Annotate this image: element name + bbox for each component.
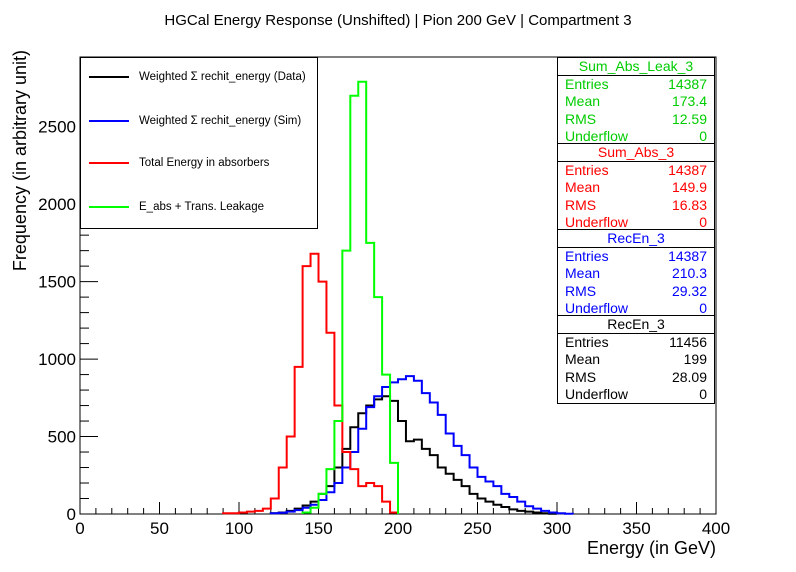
- legend-swatch-leakage: [89, 206, 129, 208]
- legend-entry-data: Weighted Σ rechit_energy (Data): [89, 69, 306, 85]
- series-layer: [222, 80, 574, 515]
- legend-label-leakage: E_abs + Trans. Leakage: [139, 201, 264, 213]
- stats-value: 14387: [668, 248, 707, 264]
- x-tick-label: 100: [225, 519, 253, 538]
- series-absorbers-line: [222, 252, 399, 515]
- y-tick-label: 2000: [38, 195, 76, 214]
- axes: 0 50 100 150 200 250 300 350 400 0 500 1000 1500 2000…: [38, 56, 730, 538]
- legend-entry-absorbers: Total Energy in absorbers: [89, 155, 269, 171]
- stats-title: Sum_Abs_3: [558, 144, 714, 162]
- y-tick-label: 0: [67, 505, 76, 524]
- stats-label: Underflow: [565, 299, 629, 316]
- stats-row-rms: RMS 12.59: [558, 111, 714, 128]
- stats-label: Underflow: [565, 127, 629, 144]
- stats-row-entries: Entries 14387: [558, 76, 714, 93]
- y-tick-label: 500: [48, 428, 76, 447]
- stats-row-entries: Entries 11456: [558, 334, 714, 351]
- legend-swatch-data: [89, 76, 129, 78]
- stats-label: Entries: [565, 248, 609, 264]
- stats-label: Underflow: [565, 213, 629, 230]
- stats-title: Sum_Abs_Leak_3: [558, 58, 714, 76]
- stats-row-rms: RMS 28.09: [558, 369, 714, 386]
- stats-value: 149.9: [671, 179, 707, 196]
- stats-value: 0: [699, 385, 707, 402]
- stats-label: RMS: [565, 282, 597, 299]
- stats-row-entries: Entries 14387: [558, 248, 714, 265]
- y-tick-label: 1000: [38, 350, 76, 369]
- stats-box-recen-sim: RecEn_3 Entries 14387 Mean 210.3 RMS 29.32 …: [557, 229, 715, 319]
- stats-label: RMS: [565, 196, 597, 213]
- legend-label-data: Weighted Σ rechit_energy (Data): [139, 71, 306, 83]
- stats-box-recen-data: RecEn_3 Entries 11456 Mean 199 RMS 28.09 Un…: [557, 315, 715, 405]
- stats-row-mean: Mean 149.9: [558, 179, 714, 196]
- stats-box-sum-abs-leak: Sum_Abs_Leak_3 Entries 14387 Mean 173.4 RM…: [557, 57, 715, 147]
- stats-row-mean: Mean 199: [558, 351, 714, 368]
- legend-entry-sim: Weighted Σ rechit_energy (Sim): [89, 113, 301, 129]
- stats-label: Mean: [565, 265, 601, 282]
- stats-value: 29.32: [671, 282, 707, 299]
- stats-row-mean: Mean 210.3: [558, 265, 714, 282]
- legend-entry-leakage: E_abs + Trans. Leakage: [89, 199, 264, 215]
- series-leakage-line: [301, 80, 399, 514]
- stats-label: RMS: [565, 110, 597, 127]
- stats-value: 0: [699, 213, 707, 230]
- stats-label: Entries: [565, 334, 609, 350]
- x-tick-label: 150: [304, 519, 332, 538]
- x-tick-label: 350: [622, 519, 650, 538]
- legend-label-absorbers: Total Energy in absorbers: [139, 157, 270, 169]
- stats-title: RecEn_3: [558, 230, 714, 248]
- stats-value: 11456: [669, 334, 707, 350]
- stats-label: RMS: [565, 368, 597, 385]
- x-tick-label: 50: [150, 519, 169, 538]
- stats-label: Mean: [565, 351, 601, 368]
- x-axis-label: Energy (in GeV): [587, 538, 716, 558]
- stats-row-entries: Entries 14387: [558, 162, 714, 179]
- stats-value: 14387: [668, 76, 707, 92]
- stats-row-rms: RMS 16.83: [558, 197, 714, 214]
- legend-label-sim: Weighted Σ rechit_energy (Sim): [139, 115, 302, 127]
- y-axis-label: Frequency (in arbitrary unit): [10, 50, 30, 271]
- stats-value: 0: [699, 299, 707, 316]
- stats-row-underflow: Underflow 0: [558, 214, 714, 231]
- stats-row-underflow: Underflow 0: [558, 128, 714, 145]
- stats-value: 0: [699, 127, 707, 144]
- x-tick-label: 0: [75, 519, 84, 538]
- stats-label: Mean: [565, 179, 601, 196]
- stats-value: 14387: [668, 162, 707, 178]
- stats-value: 210.3: [671, 265, 707, 282]
- chart-title: HGCal Energy Response (Unshifted) | Pion…: [164, 12, 631, 29]
- x-tick-label: 250: [463, 519, 491, 538]
- stats-row-rms: RMS 29.32: [558, 283, 714, 300]
- legend: Weighted Σ rechit_energy (Data) Weighted…: [80, 57, 318, 229]
- x-tick-label: 200: [384, 519, 412, 538]
- stats-value: 28.09: [671, 368, 707, 385]
- y-tick-label: 1500: [38, 273, 76, 292]
- stats-box-sum-abs: Sum_Abs_3 Entries 14387 Mean 149.9 RMS 16.8…: [557, 143, 715, 233]
- stats-value: 16.83: [671, 196, 707, 213]
- y-tick-label: 2500: [38, 118, 76, 137]
- stats-row-underflow: Underflow 0: [558, 300, 714, 317]
- x-tick-label: 400: [702, 519, 730, 538]
- legend-swatch-sim: [89, 120, 129, 122]
- stats-label: Entries: [565, 162, 609, 178]
- stats-row-underflow: Underflow 0: [558, 386, 714, 403]
- x-tick-label: 300: [543, 519, 571, 538]
- stats-value: 199: [683, 351, 707, 368]
- stats-label: Mean: [565, 93, 601, 110]
- stats-value: 173.4: [671, 93, 707, 110]
- stats-value: 12.59: [671, 110, 707, 127]
- legend-swatch-absorbers: [89, 162, 129, 164]
- stats-title: RecEn_3: [558, 316, 714, 334]
- stats-label: Underflow: [565, 385, 629, 402]
- stats-row-mean: Mean 173.4: [558, 93, 714, 110]
- stats-label: Entries: [565, 76, 609, 92]
